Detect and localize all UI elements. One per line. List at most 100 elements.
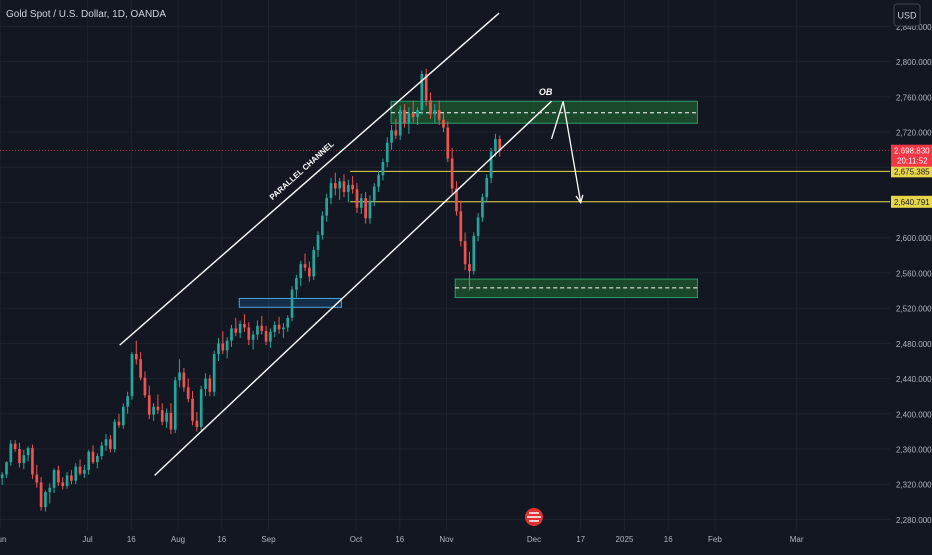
price-axis[interactable]: 2,280.000 2,320.000 2,360.000 2,400.000 2,44… [896, 23, 932, 525]
candle [303, 253, 307, 272]
candle-body [234, 328, 238, 333]
candle-body [22, 455, 26, 464]
candle-body [156, 406, 160, 411]
candle-body [364, 198, 367, 219]
candle-body [437, 110, 441, 120]
candle-body [494, 139, 497, 152]
candle [472, 232, 476, 275]
candle-body [18, 449, 21, 464]
candle-body [117, 421, 121, 426]
candle [238, 320, 242, 339]
candle-body [78, 466, 82, 474]
time-tick-label: Mar [790, 535, 804, 544]
currency-button[interactable]: USD [893, 3, 921, 27]
candle [195, 412, 199, 432]
candle [394, 118, 398, 140]
time-axis[interactable]: Jun Jul 16 Aug 16 Sep Oct 16 Nov Dec 17 2025 16 Feb Ma… [0, 535, 804, 544]
candle-body [407, 113, 411, 124]
candle-body [372, 186, 376, 201]
candle [247, 322, 251, 346]
candle [260, 316, 264, 335]
price-tick-label: 2,600.000 [896, 234, 932, 243]
candle [160, 403, 164, 426]
tradingview-logo[interactable] [525, 508, 543, 526]
candle [437, 100, 441, 126]
candle [429, 92, 432, 119]
candle-body [325, 198, 329, 216]
candle-body [355, 189, 359, 208]
grid [0, 0, 890, 530]
time-tick-label: 16 [127, 535, 136, 544]
candle [87, 449, 91, 475]
candle-body [212, 353, 216, 392]
candle [282, 323, 285, 339]
channel-lower-line[interactable] [154, 100, 552, 476]
channel-upper-line[interactable] [119, 12, 500, 346]
time-tick-label: 16 [217, 535, 226, 544]
candle-body [398, 110, 402, 136]
candle [476, 213, 480, 242]
candle [368, 195, 372, 224]
candles [0, 68, 502, 512]
candle-body [52, 470, 56, 488]
candle [489, 147, 493, 184]
currency-button-frame[interactable] [893, 3, 921, 27]
price-tick-label: 2,760.000 [896, 93, 932, 102]
candle-body [286, 317, 290, 328]
candle-body [403, 110, 406, 124]
candle-body [243, 323, 246, 328]
candle [446, 121, 450, 162]
candle [308, 261, 311, 282]
candle [381, 158, 385, 181]
candle-body [316, 235, 320, 251]
candle-body [377, 175, 380, 187]
candle [385, 137, 389, 168]
candle [234, 317, 238, 337]
candle [459, 200, 463, 247]
candle [91, 445, 95, 464]
price-tick-label: 2,400.000 [896, 410, 932, 419]
candle-body [273, 324, 277, 332]
logo-flag-icon [527, 512, 541, 522]
candle [143, 371, 147, 398]
currency-button-label[interactable]: USD [897, 11, 917, 21]
candle-body [195, 420, 199, 427]
time-tick-label: Oct [350, 535, 363, 544]
candle-body [498, 139, 502, 151]
candle-body [13, 443, 17, 450]
candle-body [459, 211, 463, 242]
candle [44, 490, 47, 512]
candle [204, 373, 207, 397]
candle [256, 320, 259, 340]
candle [104, 434, 108, 451]
candle-body [429, 100, 432, 115]
candle [286, 315, 290, 332]
candle-body [191, 398, 194, 421]
candle [130, 352, 134, 400]
candle-body [433, 110, 437, 115]
candle [165, 408, 168, 428]
time-tick-label: Sep [261, 535, 276, 544]
candle [83, 464, 86, 479]
candle-body [74, 466, 78, 481]
candle-body [264, 331, 268, 342]
candle-body [134, 353, 138, 360]
candle [212, 350, 216, 397]
candle [416, 107, 419, 126]
candle-body [299, 264, 303, 279]
candle-body [385, 142, 389, 162]
projection-path[interactable] [550, 101, 582, 203]
candle-body [269, 331, 272, 342]
candle [420, 70, 424, 115]
candle [498, 135, 502, 157]
candle [74, 463, 78, 485]
candle [13, 440, 17, 452]
candle-body [204, 378, 207, 390]
candle-body [446, 127, 450, 159]
price-tick-label: 2,560.000 [896, 269, 932, 278]
candle [424, 68, 428, 106]
candle [57, 465, 60, 486]
